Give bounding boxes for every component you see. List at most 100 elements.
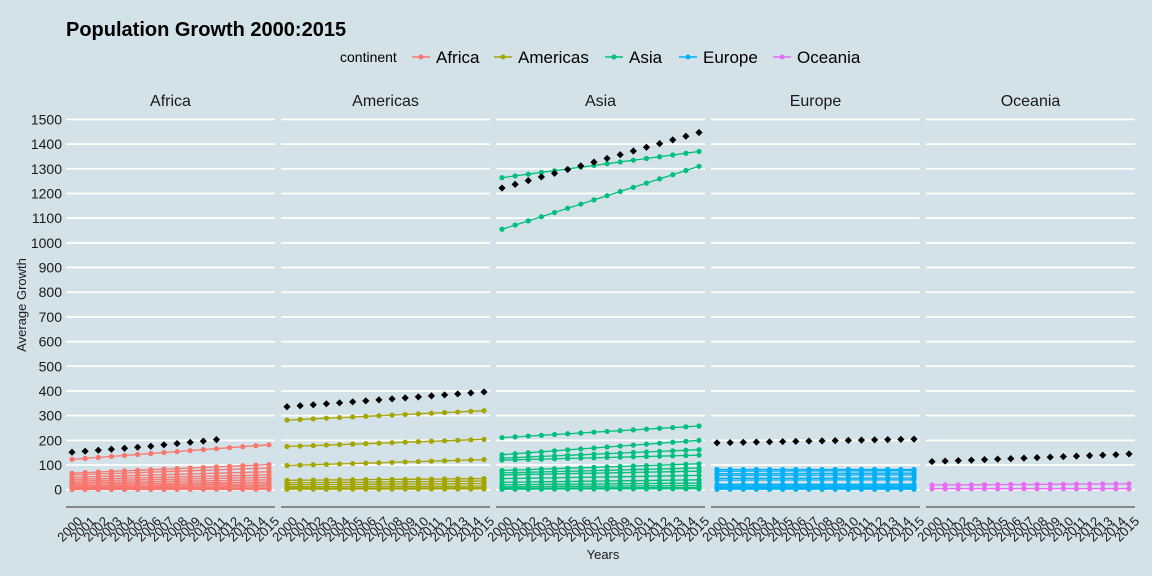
data-point (696, 423, 702, 429)
y-tick-label: 1100 (32, 210, 62, 226)
series-line (286, 438, 485, 448)
data-point (468, 408, 474, 414)
data-point (187, 448, 193, 454)
data-point (468, 437, 474, 443)
mean-marker (871, 436, 879, 444)
mean-marker (1112, 451, 1120, 459)
data-point (565, 455, 571, 462)
data-point (643, 453, 650, 460)
data-point (525, 218, 531, 224)
data-point (683, 473, 689, 479)
data-point (323, 486, 329, 492)
data-point (911, 477, 917, 483)
series-line (501, 474, 700, 480)
data-point (468, 457, 474, 463)
data-point (512, 457, 518, 463)
series-line (501, 470, 700, 476)
mean-marker (283, 403, 291, 411)
mean-marker (511, 180, 519, 188)
data-point (538, 169, 545, 176)
mean-marker (792, 437, 800, 445)
data-point (442, 458, 448, 464)
data-point (69, 486, 75, 493)
data-point (617, 470, 623, 476)
mean-marker (818, 437, 826, 445)
data-point (415, 458, 421, 465)
mean-marker (1007, 455, 1015, 463)
series-line (502, 488, 700, 490)
data-point (499, 472, 505, 478)
mean-marker (695, 128, 703, 137)
series (499, 423, 702, 441)
series (499, 486, 702, 492)
data-point (415, 411, 421, 417)
data-point (1060, 486, 1066, 492)
data-point (95, 486, 101, 493)
data-point (643, 180, 650, 186)
data-point (297, 443, 303, 449)
data-point (336, 461, 343, 467)
data-point (174, 486, 180, 492)
data-point (455, 437, 461, 443)
data-point (512, 222, 518, 228)
data-point (350, 486, 356, 492)
mean-marker (296, 402, 304, 410)
data-point (266, 486, 272, 492)
data-point (657, 473, 663, 479)
data-point (740, 486, 746, 492)
series (929, 486, 1132, 492)
series-line (716, 472, 914, 475)
y-tick-label: 1200 (31, 185, 62, 201)
data-point (135, 486, 141, 492)
data-point (806, 477, 812, 483)
mean-marker (752, 438, 760, 446)
data-point (108, 486, 114, 493)
mean-marker (994, 455, 1002, 463)
data-point (402, 486, 408, 492)
y-tick-label: 0 (54, 482, 62, 498)
data-point (657, 469, 663, 475)
mean-marker (480, 388, 488, 396)
data-point (1073, 486, 1080, 492)
data-point (565, 486, 571, 492)
data-point (310, 442, 316, 449)
data-point (538, 486, 545, 492)
data-point (240, 444, 246, 450)
data-point (643, 441, 650, 447)
series-line (501, 467, 700, 474)
data-point (657, 440, 663, 446)
mean-marker (980, 456, 989, 464)
mean-marker (910, 435, 918, 443)
data-point (253, 443, 259, 449)
data-point (481, 408, 487, 414)
mean-marker (414, 393, 422, 401)
data-point (428, 486, 435, 492)
data-point (310, 416, 316, 422)
mean-marker (375, 396, 383, 404)
data-point (670, 462, 676, 468)
series-line (71, 479, 270, 484)
series-line (71, 444, 270, 461)
data-point (200, 447, 206, 453)
data-point (525, 471, 531, 478)
data-point (376, 460, 382, 466)
data-point (565, 474, 571, 481)
legend: continent Africa Americas Asia Europe Oceani… (340, 48, 861, 67)
mean-marker (68, 448, 76, 456)
data-point (793, 486, 799, 492)
data-point (670, 453, 676, 459)
series (499, 447, 702, 461)
mean-marker (120, 444, 129, 452)
data-point (630, 427, 636, 433)
data-point (643, 426, 650, 432)
data-point (1021, 486, 1027, 492)
data-point (481, 486, 487, 492)
data-point (753, 486, 760, 492)
mean-marker (642, 143, 651, 151)
data-point (617, 188, 623, 195)
data-point (1021, 481, 1027, 488)
data-point (683, 461, 689, 467)
data-point (1087, 486, 1093, 492)
data-point (683, 438, 689, 444)
data-point (512, 434, 518, 440)
